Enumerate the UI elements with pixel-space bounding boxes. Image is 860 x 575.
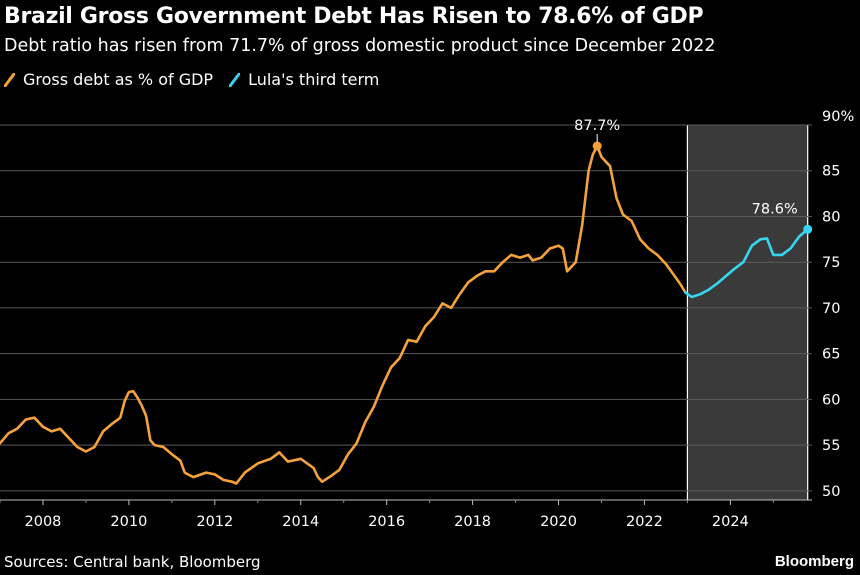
chart-title: Brazil Gross Government Debt Has Risen t… <box>4 4 704 29</box>
y-tick-label: 80 <box>822 209 840 225</box>
y-tick-label: 85 <box>822 164 840 180</box>
source-note: Sources: Central bank, Bloomberg <box>4 553 261 571</box>
brand-logo: Bloomberg <box>774 553 854 570</box>
x-tick-label: 2022 <box>626 514 663 530</box>
legend-item-lula-term: Lula's third term <box>229 70 379 89</box>
y-tick-label: 55 <box>822 438 840 454</box>
x-tick-label: 2010 <box>110 514 147 530</box>
series-line-gross-debt <box>0 144 687 485</box>
y-tick-label: 60 <box>822 392 840 408</box>
annotation-point <box>592 141 602 151</box>
chart-subtitle: Debt ratio has risen from 71.7% of gross… <box>4 36 716 56</box>
legend-item-gross-debt: Gross debt as % of GDP <box>4 70 213 89</box>
legend: Gross debt as % of GDP Lula's third term <box>4 70 395 89</box>
x-tick-label: 2020 <box>540 514 577 530</box>
x-tick-label: 2024 <box>712 514 749 530</box>
annotation-label: 78.6% <box>752 201 798 217</box>
series-line-lula-term <box>684 228 809 299</box>
legend-label-lula-term: Lula's third term <box>248 70 380 89</box>
y-tick-label: 75 <box>822 255 840 271</box>
shaded-region <box>687 125 808 500</box>
x-tick-label: 2014 <box>282 514 319 530</box>
y-tick-label: 70 <box>822 301 840 317</box>
annotation-point <box>803 224 813 234</box>
x-tick-label: 2016 <box>368 514 405 530</box>
x-tick-label: 2018 <box>454 514 491 530</box>
y-tick-label: 50 <box>822 484 840 500</box>
legend-label-gross-debt: Gross debt as % of GDP <box>23 70 214 89</box>
y-tick-label: 65 <box>822 347 840 363</box>
annotation-label: 87.7% <box>574 118 620 134</box>
legend-swatch-orange <box>4 72 15 87</box>
legend-swatch-cyan <box>229 72 241 87</box>
y-tick-label: 90% <box>822 109 854 125</box>
x-tick-label: 2012 <box>196 514 233 530</box>
x-tick-label: 2008 <box>25 514 62 530</box>
